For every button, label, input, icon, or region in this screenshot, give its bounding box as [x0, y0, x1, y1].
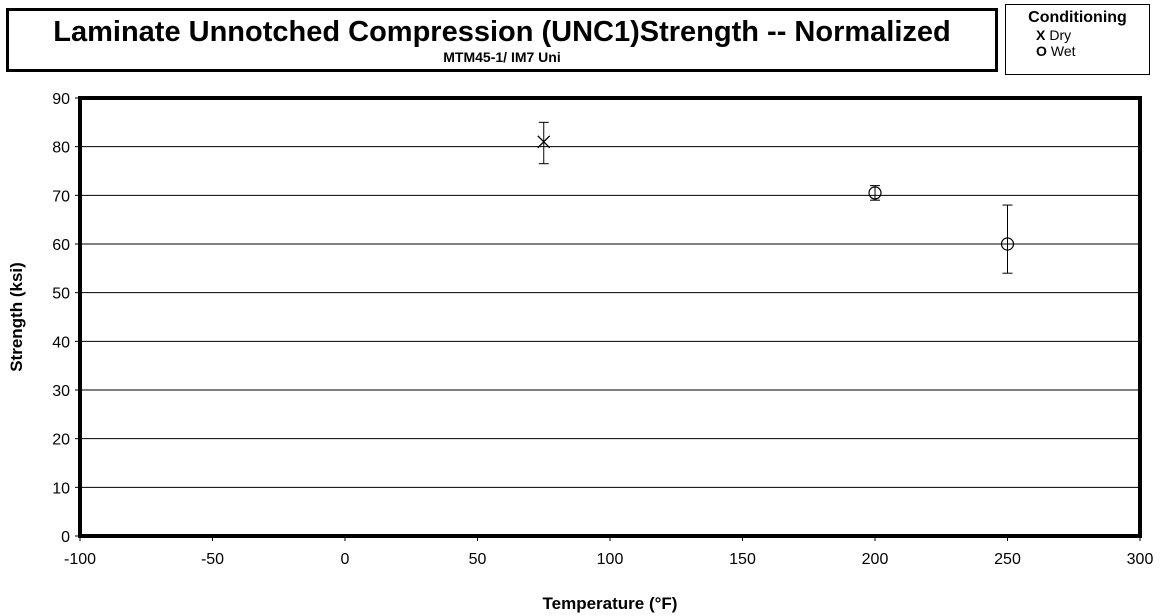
- circle-marker: [1000, 237, 1015, 251]
- x-tick-label: 150: [729, 551, 756, 568]
- legend-label-wet: Wet: [1050, 43, 1076, 59]
- legend-title: Conditioning: [1028, 9, 1127, 26]
- legend-symbol-dry: X: [1036, 27, 1046, 43]
- circle-marker: [868, 186, 882, 200]
- gridlines: [80, 97, 1140, 537]
- x-tick-label: -100: [64, 551, 96, 568]
- y-tick-label: 70: [52, 188, 70, 205]
- y-tick-label: 10: [52, 480, 70, 497]
- x-axis-label: Temperature (°F): [543, 594, 678, 613]
- y-tick-label: 0: [61, 529, 70, 546]
- chart-subtitle: MTM45-1/ IM7 Uni: [443, 49, 561, 65]
- x-tick-label: 50: [469, 551, 487, 568]
- x-tick-label: -50: [201, 551, 224, 568]
- x-axis-ticks: -100 -50 0 50 100 150 200 250 300: [64, 536, 1153, 568]
- x-tick-label: 250: [994, 551, 1021, 568]
- x-marker: [537, 135, 551, 149]
- chart-title: Laminate Unnotched Compression (UNC1)Str…: [53, 16, 951, 48]
- legend-label-dry: Dry: [1049, 27, 1072, 43]
- data-point-dry: [537, 121, 551, 165]
- legend-item-wet: O Wet: [1006, 43, 1149, 59]
- y-tick-label: 40: [52, 334, 70, 351]
- x-tick-label: 100: [597, 551, 624, 568]
- legend: Conditioning X Dry O Wet: [1005, 4, 1150, 75]
- x-tick-label: 0: [341, 551, 350, 568]
- y-tick-label: 80: [52, 140, 70, 157]
- data-point-wet: [868, 185, 882, 201]
- data-marks: [537, 121, 1015, 274]
- y-tick-label: 20: [52, 432, 70, 449]
- x-tick-label: 300: [1127, 551, 1154, 568]
- y-axis-ticks: 0 10 20 30 40 50 60 70 80 90: [52, 91, 80, 546]
- data-point-wet: [1000, 204, 1015, 274]
- x-tick-label: 200: [862, 551, 889, 568]
- y-axis-label: Strength (ksi): [7, 262, 26, 372]
- plot-area: [78, 96, 1142, 538]
- y-tick-label: 30: [52, 383, 70, 400]
- y-tick-label: 50: [52, 286, 70, 303]
- y-tick-label: 60: [52, 237, 70, 254]
- y-tick-label: 90: [52, 91, 70, 108]
- chart-title-box: Laminate Unnotched Compression (UNC1)Str…: [6, 8, 998, 72]
- legend-item-dry: X Dry: [1006, 27, 1149, 43]
- legend-symbol-wet: O: [1036, 43, 1047, 59]
